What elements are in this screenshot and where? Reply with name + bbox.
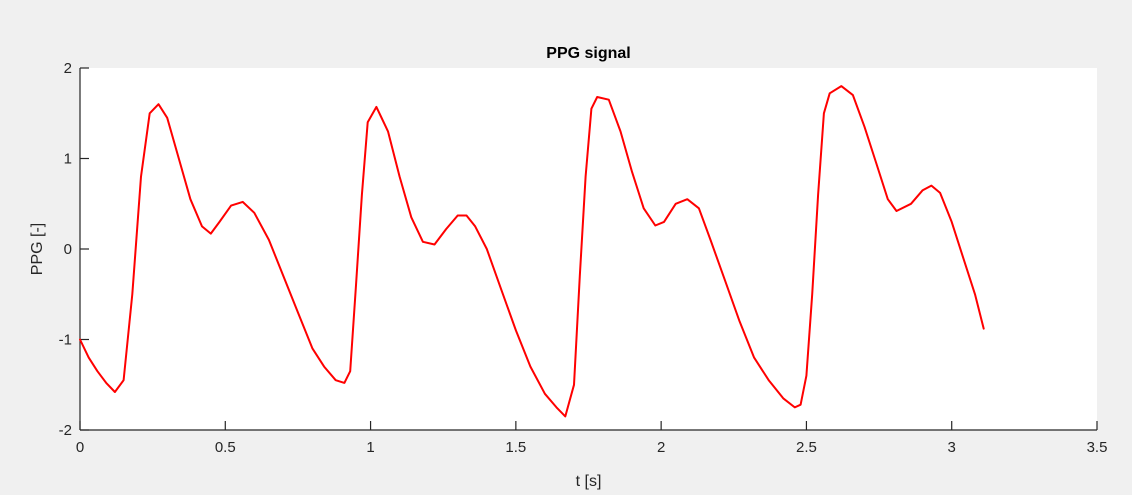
series-group <box>79 85 985 418</box>
y-tick-label: 0 <box>64 241 72 258</box>
y-axis-ticks: -2 -1 0 1 2 <box>59 60 89 439</box>
y-tick-label: -2 <box>59 422 72 439</box>
x-tick-label: 2 <box>657 439 665 456</box>
y-axis-label: PPG [-] <box>29 223 46 275</box>
x-tick-label: 1.5 <box>505 439 526 456</box>
plot-area <box>80 68 1097 430</box>
x-tick-label: 2.5 <box>796 439 817 456</box>
x-tick-label: 3 <box>948 439 956 456</box>
x-axis-label: t [s] <box>576 473 602 490</box>
x-axis-ticks: 0 0.5 1 1.5 2 2.5 3 3.5 <box>76 421 1108 456</box>
x-tick-label: 0 <box>76 439 84 456</box>
y-tick-label: 2 <box>64 60 72 77</box>
x-tick-label: 3.5 <box>1087 439 1108 456</box>
x-tick-label: 0.5 <box>215 439 236 456</box>
chart-title: PPG signal <box>546 45 630 62</box>
y-tick-label: -1 <box>59 332 72 349</box>
ppg-series-line <box>79 85 985 418</box>
y-tick-label: 1 <box>64 151 72 168</box>
x-tick-label: 1 <box>366 439 374 456</box>
